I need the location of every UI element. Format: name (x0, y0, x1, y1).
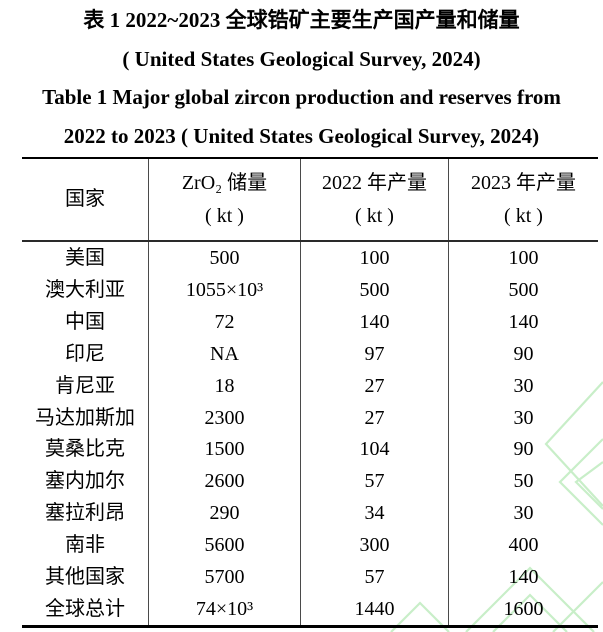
cell-country: 印尼 (65, 342, 105, 365)
cell-reserves: 1055×10³ (148, 273, 300, 306)
col-header-2022-label: 2022 年产量 (322, 171, 427, 194)
col-header-reserves-label: ZrO₂ 储量 (181, 171, 268, 194)
cell-country: 肯尼亚 (55, 374, 115, 397)
cell-reserves: 2300 (148, 401, 300, 434)
cell-2022-production: 140 (300, 305, 448, 338)
cell-country: 南非 (65, 534, 105, 557)
cell-2022-production: 97 (300, 337, 448, 370)
chevron-watermark-graphic (390, 381, 603, 632)
cell-reserves: 2600 (148, 465, 300, 498)
cell-country: 中国 (65, 310, 105, 333)
col-header-reserves-unit: ( kt ) (205, 204, 244, 227)
table-row: 塞拉利昂 290 34 30 (22, 497, 598, 530)
cell-reserves: 72 (148, 305, 300, 338)
col-header-reserves: ZrO₂ 储量 ( kt ) (148, 159, 300, 240)
col-header-2023-label: 2023 年产量 (471, 171, 576, 194)
table-row: 南非 5600 300 400 (22, 529, 598, 562)
cell-2022-production: 300 (300, 529, 448, 562)
cell-2023-production: 100 (448, 242, 598, 274)
table-row: 中国 72 140 140 (22, 305, 598, 338)
cell-2022-production: 500 (300, 273, 448, 306)
cell-reserves: 500 (148, 242, 300, 274)
table-row: 澳大利亚 1055×10³ 500 500 (22, 273, 598, 306)
cell-2022-production: 27 (300, 369, 448, 402)
cell-reserves: 18 (148, 369, 300, 402)
col-header-2023-production: 2023 年产量 ( kt ) (448, 159, 598, 240)
caption-line-zh-title: 表 1 2022~2023 全球锆矿主要生产国产量和储量 (83, 8, 520, 32)
caption-line-zh-source: ( United States Geological Survey, 2024) (122, 46, 481, 71)
cell-2022-production: 27 (300, 401, 448, 434)
table-row: 塞内加尔 2600 57 50 (22, 465, 598, 498)
cell-2023-production: 500 (448, 273, 598, 306)
cell-2022-production: 100 (300, 242, 448, 274)
col-header-2022-unit: ( kt ) (355, 204, 394, 227)
cell-2023-production: 140 (448, 561, 598, 594)
cell-2022-production: 57 (300, 465, 448, 498)
cell-country: 莫桑比克 (45, 438, 125, 461)
table-row: 全球总计 74×10³ 1440 1600 (22, 593, 598, 626)
cell-country: 美国 (65, 246, 105, 269)
cell-2023-production: 50 (448, 465, 598, 498)
table-header-row: 国家 ZrO₂ 储量 ( kt ) 2022 年产量 ( kt ) 2023 年… (22, 159, 598, 242)
cell-country: 塞拉利昂 (45, 502, 125, 525)
cell-reserves: 5600 (148, 529, 300, 562)
cell-reserves: NA (148, 337, 300, 370)
cell-2022-production: 57 (300, 561, 448, 594)
cell-2023-production: 30 (448, 401, 598, 434)
cell-country: 塞内加尔 (45, 470, 125, 493)
cell-2023-production: 140 (448, 305, 598, 338)
cell-country: 马达加斯加 (35, 406, 135, 429)
cell-2023-production: 1600 (448, 593, 598, 626)
cell-2023-production: 30 (448, 369, 598, 402)
col-header-country: 国家 (22, 159, 148, 240)
cell-2023-production: 90 (448, 337, 598, 370)
table-body: 美国 500 100 100 澳大利亚 1055×10³ 500 500 中国 … (22, 242, 598, 626)
table-row: 马达加斯加 2300 27 30 (22, 401, 598, 434)
cell-reserves: 74×10³ (148, 593, 300, 626)
cell-reserves: 1500 (148, 433, 300, 466)
table-caption: 表 1 2022~2023 全球锆矿主要生产国产量和储量 ( United St… (0, 1, 603, 155)
table-row: 肯尼亚 18 27 30 (22, 369, 598, 402)
caption-line-en-title: Table 1 Major global zircon production a… (42, 85, 561, 109)
cell-2023-production: 90 (448, 433, 598, 466)
cell-2023-production: 400 (448, 529, 598, 562)
cell-2023-production: 30 (448, 497, 598, 530)
col-header-2022-production: 2022 年产量 ( kt ) (300, 159, 448, 240)
cell-reserves: 290 (148, 497, 300, 530)
cell-country: 全球总计 (45, 598, 125, 621)
table-row: 印尼 NA 97 90 (22, 337, 598, 370)
cell-2022-production: 1440 (300, 593, 448, 626)
table-row: 美国 500 100 100 (22, 242, 598, 274)
cell-reserves: 5700 (148, 561, 300, 594)
cell-2022-production: 104 (300, 433, 448, 466)
cell-country: 澳大利亚 (45, 278, 125, 301)
cell-country: 其他国家 (45, 566, 125, 589)
col-header-2023-unit: ( kt ) (504, 204, 543, 227)
zircon-production-table: 国家 ZrO₂ 储量 ( kt ) 2022 年产量 ( kt ) 2023 年… (22, 157, 598, 628)
caption-line-en-source: 2022 to 2023 ( United States Geological … (63, 123, 540, 148)
table-row: 莫桑比克 1500 104 90 (22, 433, 598, 466)
cell-2022-production: 34 (300, 497, 448, 530)
table-row: 其他国家 5700 57 140 (22, 561, 598, 594)
col-header-country-label: 国家 (65, 188, 105, 210)
